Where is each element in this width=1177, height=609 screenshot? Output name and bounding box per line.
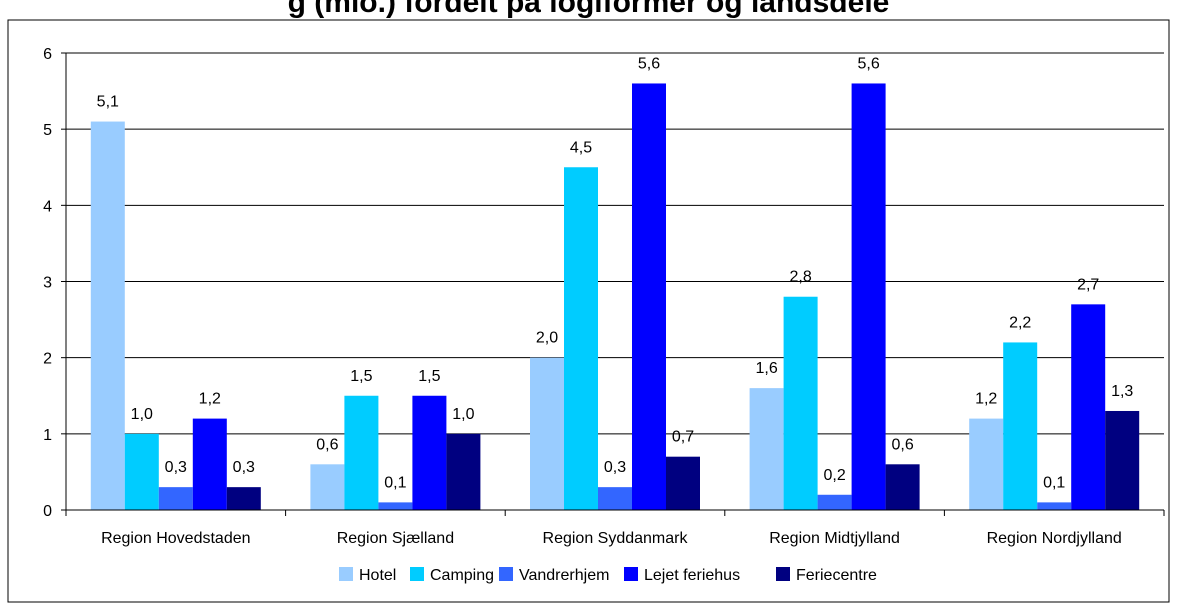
bar bbox=[1071, 304, 1106, 510]
bar bbox=[598, 487, 632, 510]
legend: Hotel Camping Vandrerhjem Lejet feriehus Fer… bbox=[339, 567, 877, 584]
bar bbox=[344, 395, 379, 510]
bar bbox=[124, 433, 159, 510]
data-label: 0,3 bbox=[604, 459, 626, 476]
bar bbox=[749, 388, 784, 510]
data-label: 2,8 bbox=[789, 269, 811, 286]
y-tick-label: 4 bbox=[43, 198, 52, 215]
data-label: 0,2 bbox=[823, 467, 845, 484]
data-label: 0,6 bbox=[891, 436, 913, 453]
bar bbox=[969, 418, 1004, 510]
legend-swatch bbox=[499, 567, 513, 581]
data-label: 4,5 bbox=[570, 139, 592, 156]
legend-swatch bbox=[339, 567, 353, 581]
bar bbox=[226, 487, 261, 510]
data-label: 1,3 bbox=[1111, 383, 1133, 400]
bar bbox=[90, 121, 125, 511]
bar bbox=[1105, 410, 1140, 510]
legend-label: Feriecentre bbox=[796, 567, 877, 584]
data-label: 0,6 bbox=[316, 436, 338, 453]
data-label: 0,1 bbox=[384, 474, 406, 491]
bar bbox=[192, 418, 227, 510]
x-tick-label: Region Sjælland bbox=[337, 530, 454, 547]
x-tick-label: Region Midtjylland bbox=[769, 530, 900, 547]
chart-title: g (mio.) fordelt på logiformer og landsd… bbox=[287, 0, 890, 19]
data-label: 0,3 bbox=[233, 459, 255, 476]
legend-label: Camping bbox=[430, 567, 494, 584]
data-label: 0,3 bbox=[165, 459, 187, 476]
data-label: 2,2 bbox=[1009, 314, 1031, 331]
bar bbox=[446, 433, 481, 510]
y-tick-label: 1 bbox=[43, 427, 52, 444]
data-label: 0,7 bbox=[672, 429, 694, 446]
data-label: 5,1 bbox=[97, 94, 119, 111]
legend-label: Hotel bbox=[359, 567, 396, 584]
x-tick-label: Region Hovedstaden bbox=[101, 530, 250, 547]
legend-swatch bbox=[410, 567, 424, 581]
bar bbox=[310, 464, 345, 510]
data-label: 5,6 bbox=[638, 55, 660, 72]
y-tick-label: 3 bbox=[43, 275, 52, 292]
y-tick-label: 0 bbox=[43, 503, 52, 520]
bar bbox=[1003, 342, 1038, 510]
data-label: 1,0 bbox=[452, 406, 474, 423]
bar bbox=[564, 167, 598, 510]
bar bbox=[885, 464, 920, 510]
bar bbox=[783, 296, 818, 510]
bar bbox=[378, 502, 413, 510]
legend-swatch bbox=[776, 567, 790, 581]
data-label: 2,7 bbox=[1077, 276, 1099, 293]
bar bbox=[817, 494, 852, 510]
chart-border bbox=[7, 19, 1170, 603]
y-tick-label: 2 bbox=[43, 351, 52, 368]
data-label: 1,6 bbox=[755, 360, 777, 377]
bars bbox=[90, 83, 1140, 511]
legend-swatch bbox=[624, 567, 638, 581]
data-label: 1,5 bbox=[350, 368, 372, 385]
data-label: 5,6 bbox=[857, 55, 879, 72]
data-label: 1,5 bbox=[418, 368, 440, 385]
bar bbox=[412, 395, 447, 510]
bar bbox=[158, 487, 193, 510]
data-label: 1,0 bbox=[131, 406, 153, 423]
x-tick-label: Region Nordjylland bbox=[987, 530, 1122, 547]
legend-label: Vandrerhjem bbox=[519, 567, 609, 584]
bar bbox=[666, 456, 700, 510]
y-tick-label: 6 bbox=[43, 46, 52, 63]
bar bbox=[1037, 502, 1072, 510]
x-tick-label: Region Syddanmark bbox=[543, 530, 689, 547]
bar bbox=[851, 83, 886, 510]
legend-label: Lejet feriehus bbox=[644, 567, 740, 584]
axes: 0 1 2 3 4 5 6 Region Hovedstaden Region Sjælland… bbox=[43, 46, 1165, 547]
data-label: 2,0 bbox=[536, 330, 558, 347]
data-label: 1,2 bbox=[975, 391, 997, 408]
y-tick-label: 5 bbox=[43, 122, 52, 139]
grid-lines bbox=[66, 52, 1164, 435]
data-label: 1,2 bbox=[199, 391, 221, 408]
data-label: 0,1 bbox=[1043, 474, 1065, 491]
bar bbox=[530, 357, 564, 510]
data-labels: 5,1 0,6 2,0 1,6 1,2 1,0 1,5 4,5 2,8 2,2 0,3 0,1 0,3 0… bbox=[97, 55, 1134, 491]
bar bbox=[632, 83, 666, 510]
